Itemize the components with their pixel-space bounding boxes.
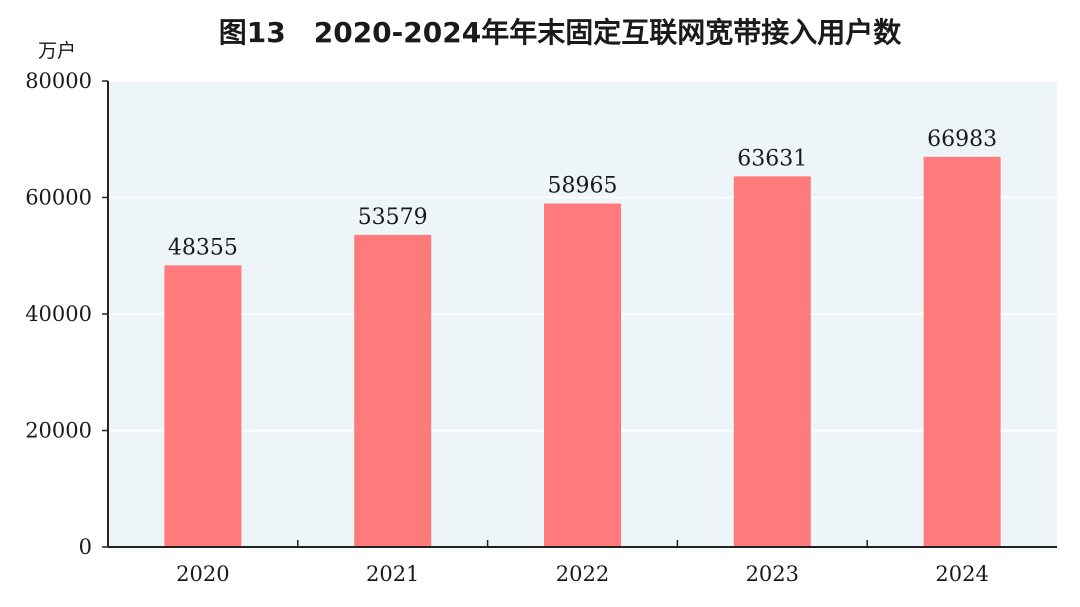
data-label-2024: 66983 [927,127,997,152]
y-axis-ticks: 0 20000 40000 60000 80000 [25,69,108,559]
bar-2023 [733,176,811,547]
bar-2020 [164,265,242,547]
x-tick-label-2024: 2024 [935,562,988,586]
x-tick-label-2020: 2020 [176,562,229,586]
bar-2024 [923,156,1001,547]
data-label-2020: 48355 [168,235,238,260]
y-tick-label-2: 40000 [25,302,92,326]
data-labels: 48355 53579 58965 63631 66983 [168,127,997,261]
y-tick-label-3: 60000 [25,186,92,210]
bar-2022 [544,203,621,547]
data-label-2022: 58965 [548,174,618,199]
chart-title: 图13 2020-2024年年末固定互联网宽带接入用户数 [219,16,902,49]
data-label-2021: 53579 [358,205,428,230]
data-label-2023: 63631 [737,146,807,171]
y-axis-unit: 万户 [38,40,76,62]
bar-2021 [354,234,432,547]
bars [164,156,1001,547]
x-tick-label-2021: 2021 [366,562,419,586]
x-tick-label-2023: 2023 [746,562,799,586]
y-tick-label-1: 20000 [25,419,92,443]
x-axis-ticks: 2020 2021 2022 2023 2024 [176,540,989,586]
y-tick-label-4: 80000 [25,69,92,93]
x-tick-label-2022: 2022 [556,562,609,586]
y-tick-label-0: 0 [79,535,92,559]
